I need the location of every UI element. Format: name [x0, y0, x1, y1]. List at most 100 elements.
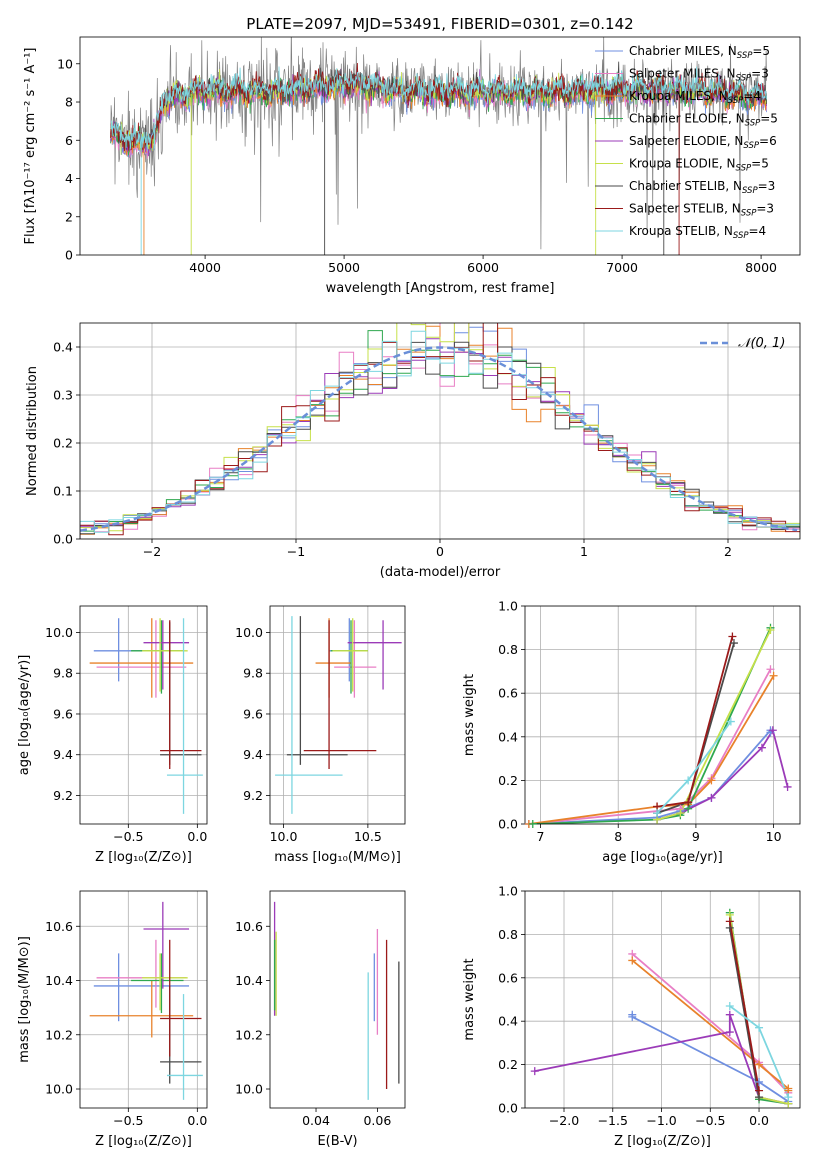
figure-title: PLATE=2097, MJD=53491, FIBERID=0301, z=0… [246, 15, 633, 33]
x-axis-label: age [log₁₀(age/yr)] [602, 850, 723, 865]
panel-age-vs-Z: −0.5 0.0 9.2 9.4 9.6 9.8 10.0 Z [log₁₀(Z/Z⊙)] ag… [17, 605, 208, 865]
weight-point [684, 798, 693, 807]
y-tick-label: 9.4 [53, 747, 73, 762]
legend-subscript: SSP [742, 186, 758, 196]
y-tick-label: 9.8 [243, 666, 263, 681]
legend-subscript: SSP [736, 164, 752, 174]
legend-subscript: SSP [743, 141, 759, 151]
legend-nssp: =5 [760, 112, 778, 126]
x-tick-label: 7 [537, 829, 545, 844]
legend-subscript: SSP [733, 231, 749, 241]
weight-series-line [532, 627, 772, 824]
model-spectrum [110, 62, 767, 152]
x-tick-label: 0.0 [749, 1113, 769, 1128]
y-tick-label: 4 [65, 171, 73, 186]
axes-frame [79, 890, 208, 1109]
y-tick-label: 9.2 [53, 788, 73, 803]
y-tick-label: 0.2 [53, 436, 73, 451]
y-tick-label: 9.6 [243, 706, 263, 721]
y-tick-label: 10.0 [45, 1082, 73, 1097]
y-tick-label: 0.0 [498, 817, 518, 832]
x-tick-label: −1.5 [598, 1113, 628, 1128]
x-axis-label: (data-model)/error [380, 565, 501, 580]
y-tick-label: 1.0 [498, 599, 518, 614]
plot-area [80, 323, 800, 539]
y-tick-label: 9.6 [53, 706, 73, 721]
weight-point [784, 1093, 793, 1102]
x-axis-label: mass [log₁₀(M/M⊙)] [274, 850, 401, 865]
x-tick-label: 6000 [467, 260, 499, 275]
histogram-series [80, 330, 800, 533]
plot-area [273, 901, 400, 1100]
weight-point [755, 1086, 764, 1095]
panel-residuals: −2 −1 0 1 2 0.0 0.1 0.2 0.3 0.4 (data-model)/error… [25, 322, 801, 580]
x-tick-label: −1 [287, 544, 305, 559]
legend-nssp: =3 [751, 67, 769, 81]
weight-point [766, 665, 775, 674]
x-axis-label: Z [log₁₀(Z/Z⊙)] [95, 1134, 192, 1149]
legend-entry: Kroupa STELIB, NSSP=4 [629, 224, 766, 241]
y-tick-label: 0.2 [498, 773, 518, 788]
weight-point [725, 1028, 734, 1037]
weight-point [684, 776, 693, 785]
weight-point [707, 793, 716, 802]
panel-age-vs-mass: 10.0 10.5 9.2 9.4 9.6 9.8 10.0 mass [log₁₀(M/M⊙… [235, 605, 406, 865]
y-tick-label: 10.0 [45, 625, 73, 640]
weight-point [783, 782, 792, 791]
x-tick-label: 0 [436, 544, 444, 559]
y-tick-label: 0.4 [498, 729, 518, 744]
plot-area [80, 891, 207, 1108]
x-tick-label: 0.0 [187, 829, 207, 844]
y-tick-label: 0.8 [498, 927, 518, 942]
panel-weight-vs-age: 7 8 9 10 0.0 0.2 0.4 0.6 0.8 1.0 age [log₁₀(age/yr… [462, 599, 801, 865]
x-tick-label: 10.0 [270, 829, 298, 844]
y-tick-label: 0 [65, 248, 73, 263]
y-tick-label: 0.6 [498, 686, 518, 701]
x-tick-label: 5000 [328, 260, 360, 275]
weight-point [676, 809, 685, 818]
x-tick-label: 4000 [189, 260, 221, 275]
legend-nssp: =4 [743, 89, 761, 103]
y-axis-label: Flux [fλ10⁻¹⁷ erg cm⁻² s⁻¹ A⁻¹] [23, 48, 38, 245]
y-tick-label: 10 [57, 56, 73, 71]
x-tick-label: −2 [143, 544, 161, 559]
legend-nssp: =5 [751, 157, 769, 171]
y-tick-label: 10.4 [235, 973, 263, 988]
weight-series-line [528, 668, 772, 824]
weight-point [757, 743, 766, 752]
x-tick-label: 8 [614, 829, 622, 844]
y-tick-label: 0.0 [498, 1101, 518, 1116]
y-tick-label: 0.4 [498, 1014, 518, 1029]
weight-point [725, 1002, 734, 1011]
y-tick-label: 10.6 [235, 919, 263, 934]
legend-subscript: SSP [737, 51, 753, 61]
axes-frame [524, 605, 801, 825]
axes-frame [524, 890, 801, 1109]
legend-nssp: =4 [749, 224, 767, 238]
weight-point [726, 717, 735, 726]
panel-weight-vs-Z: −2.0 −1.5 −1.0 −0.5 0.0 0.0 0.2 0.4 0.6 0.8 1.0 Z [… [462, 884, 801, 1149]
x-tick-label: 9 [692, 829, 700, 844]
legend-entry: Salpeter MILES, NSSP=3 [629, 67, 769, 84]
legend-entry: Chabrier STELIB, NSSP=3 [629, 179, 775, 196]
y-tick-label: 10.2 [235, 1027, 263, 1042]
weight-point [530, 1067, 539, 1076]
x-axis-label: E(B-V) [317, 1134, 357, 1149]
weight-point [768, 726, 777, 735]
weight-point [528, 820, 537, 828]
x-tick-label: −1.0 [646, 1113, 676, 1128]
x-tick-label: 2 [724, 544, 732, 559]
legend-nssp: =3 [756, 202, 774, 216]
y-tick-label: 0.2 [498, 1057, 518, 1072]
weight-point [653, 809, 662, 818]
x-tick-label: 10 [766, 829, 782, 844]
axes-frame [79, 36, 801, 256]
y-tick-label: 1.0 [498, 884, 518, 899]
panel-mass-vs-Z: −0.5 0.0 10.0 10.2 10.4 10.6 Z [log₁₀(Z/Z⊙)] ma… [17, 890, 208, 1149]
x-tick-label: 0.0 [187, 1113, 207, 1128]
x-tick-label: 8000 [745, 260, 777, 275]
y-tick-label: 9.2 [243, 788, 263, 803]
y-tick-label: 9.4 [243, 747, 263, 762]
y-tick-label: 10.0 [235, 1082, 263, 1097]
